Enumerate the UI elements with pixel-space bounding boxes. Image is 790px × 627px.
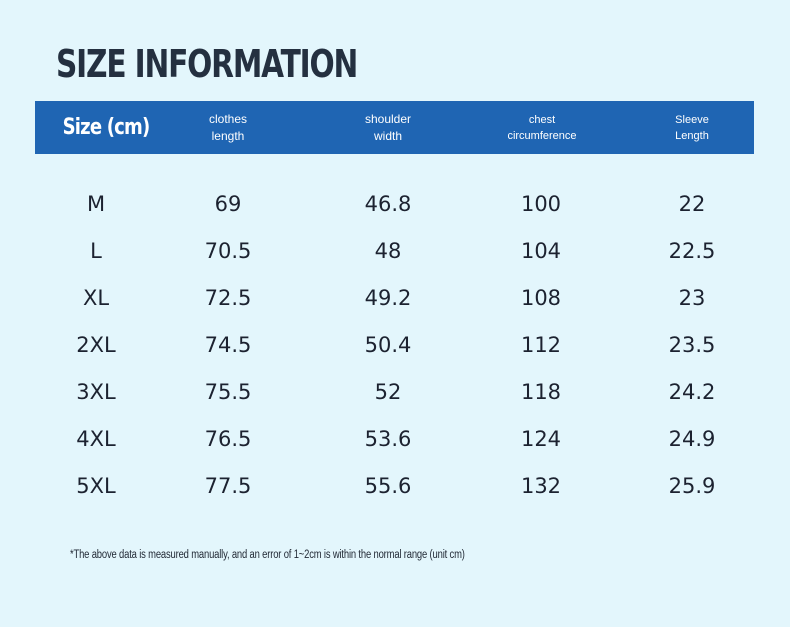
table-header: Size (cm) clothes length shoulder width … xyxy=(35,101,754,154)
shoulder-width-cell: 50.4 xyxy=(364,333,412,357)
header-clothes-length: clothes length xyxy=(208,111,248,143)
table-row: XL 72.5 49.2 108 23 xyxy=(0,283,790,313)
header-chest-circumference: chest circumference xyxy=(507,113,577,142)
measurement-note: *The above data is measured manually, an… xyxy=(70,549,465,561)
size-cell: M xyxy=(86,192,106,216)
chest-circumference-cell: 100 xyxy=(520,192,562,216)
page-title: SIZE INFORMATION xyxy=(56,42,358,86)
table-row: L 70.5 48 104 22.5 xyxy=(0,236,790,266)
chest-circumference-cell: 112 xyxy=(520,333,562,357)
chest-circumference-cell: 108 xyxy=(520,286,562,310)
sleeve-length-cell: 24.9 xyxy=(668,427,716,451)
table-row: 4XL 76.5 53.6 124 24.9 xyxy=(0,424,790,454)
shoulder-width-cell: 55.6 xyxy=(364,474,412,498)
table-row: 2XL 74.5 50.4 112 23.5 xyxy=(0,330,790,360)
size-cell: 4XL xyxy=(76,427,116,451)
sleeve-length-cell: 23.5 xyxy=(668,333,716,357)
size-cell: L xyxy=(90,239,102,263)
shoulder-width-cell: 46.8 xyxy=(364,192,412,216)
sleeve-length-cell: 22 xyxy=(678,192,706,216)
shoulder-width-cell: 52 xyxy=(374,380,402,404)
table-row: 3XL 75.5 52 118 24.2 xyxy=(0,377,790,407)
size-cell: XL xyxy=(82,286,110,310)
chest-circumference-cell: 118 xyxy=(520,380,562,404)
chest-circumference-cell: 124 xyxy=(520,427,562,451)
chest-circumference-cell: 132 xyxy=(520,474,562,498)
clothes-length-cell: 76.5 xyxy=(204,427,252,451)
clothes-length-cell: 72.5 xyxy=(204,286,252,310)
table-row: M 69 46.8 100 22 xyxy=(0,189,790,219)
header-sleeve-length: Sleeve Length xyxy=(675,113,709,142)
header-shoulder-width: shoulder width xyxy=(364,111,412,143)
sleeve-length-cell: 24.2 xyxy=(668,380,716,404)
sleeve-length-cell: 25.9 xyxy=(668,474,716,498)
clothes-length-cell: 70.5 xyxy=(204,239,252,263)
sleeve-length-cell: 23 xyxy=(678,286,706,310)
size-cell: 2XL xyxy=(76,333,116,357)
clothes-length-cell: 69 xyxy=(214,192,242,216)
chest-circumference-cell: 104 xyxy=(520,239,562,263)
clothes-length-cell: 75.5 xyxy=(204,380,252,404)
header-size: Size (cm) xyxy=(62,115,151,140)
clothes-length-cell: 77.5 xyxy=(204,474,252,498)
clothes-length-cell: 74.5 xyxy=(204,333,252,357)
shoulder-width-cell: 49.2 xyxy=(364,286,412,310)
size-cell: 5XL xyxy=(76,474,116,498)
sleeve-length-cell: 22.5 xyxy=(668,239,716,263)
size-cell: 3XL xyxy=(76,380,116,404)
shoulder-width-cell: 53.6 xyxy=(364,427,412,451)
table-row: 5XL 77.5 55.6 132 25.9 xyxy=(0,471,790,501)
shoulder-width-cell: 48 xyxy=(374,239,402,263)
